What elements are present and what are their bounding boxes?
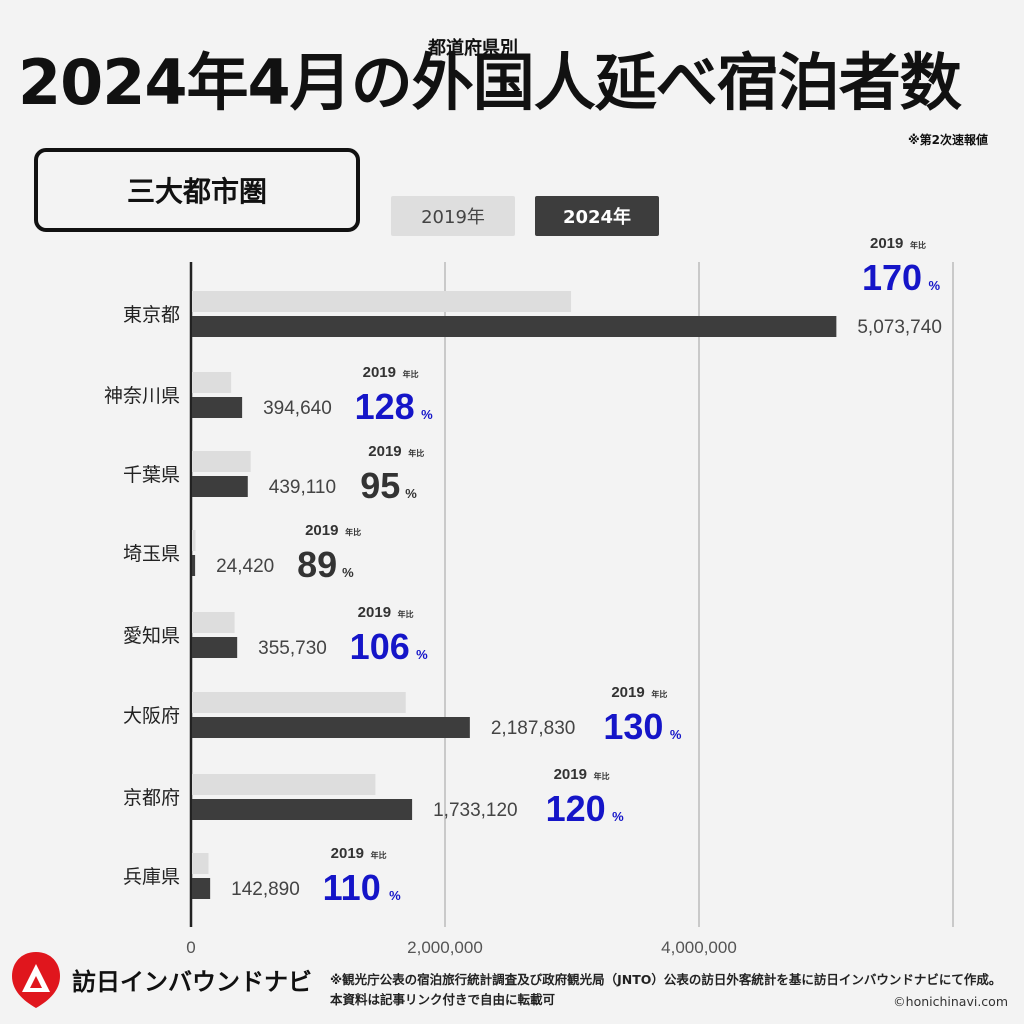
bar-2024: [192, 878, 211, 899]
category-label: 愛知県: [123, 625, 180, 647]
bar-2019: [192, 530, 196, 551]
ratio-suffix-label: 年比: [403, 369, 419, 379]
category-label: 京都府: [123, 787, 180, 809]
ratio-year-label: 2019: [358, 604, 391, 621]
ratio-year-label: 2019: [331, 845, 364, 862]
value-label: 355,730: [258, 638, 327, 659]
category-label: 神奈川県: [104, 385, 180, 407]
ratio-value: 89: [297, 544, 337, 585]
bar-2019: [192, 372, 232, 393]
category-label: 大阪府: [123, 705, 180, 727]
x-tick-label: 2,000,000: [407, 938, 483, 957]
bar-2019: [192, 451, 251, 472]
bar-2024: [192, 316, 837, 337]
ratio-percent-sign: %: [405, 486, 417, 501]
region-label: 三大都市圏: [34, 148, 360, 232]
ratio-suffix-label: 年比: [345, 527, 361, 537]
ratio-suffix-label: 年比: [398, 609, 414, 619]
data-note: ※第2次速報値: [907, 133, 988, 147]
bar-2019: [192, 692, 406, 713]
value-label: 1,733,120: [433, 800, 518, 821]
title-super-label: 都道府県別: [428, 38, 518, 59]
ratio-year-label: 2019: [368, 443, 401, 460]
page-title: 2024年4月の外国人延べ宿泊者数: [18, 46, 962, 119]
value-label: 394,640: [263, 398, 332, 419]
legend-2019: 2019年: [391, 196, 515, 236]
footer-note: ※観光庁公表の宿泊旅行統計調査及び政府観光局（JNTO）公表の訪日外客統計を基に…: [330, 972, 1002, 1007]
ratio-percent-sign: %: [389, 888, 401, 903]
ratio-percent-sign: %: [421, 407, 433, 422]
bar-2019: [192, 291, 572, 312]
x-tick-label: 4,000,000: [661, 938, 737, 957]
ratio-percent-sign: %: [416, 647, 428, 662]
ratio-value: 170: [862, 257, 922, 298]
category-label: 兵庫県: [123, 866, 180, 888]
ratio-suffix-label: 年比: [910, 240, 926, 250]
legend-2024: 2024年: [535, 196, 659, 236]
value-label: 24,420: [216, 556, 274, 577]
ratio-value: 120: [546, 788, 606, 829]
ratio-year-label: 2019: [554, 766, 587, 783]
ratio-suffix-label: 年比: [651, 689, 667, 699]
ratio-percent-sign: %: [929, 278, 941, 293]
ratio-percent-sign: %: [342, 565, 354, 580]
category-label: 埼玉県: [123, 543, 180, 565]
bar-2024: [192, 397, 243, 418]
bar-2024: [192, 555, 196, 576]
ratio-percent-sign: %: [612, 809, 624, 824]
bar-2024: [192, 799, 413, 820]
x-tick-label: 0: [186, 938, 195, 957]
ratio-year-label: 2019: [363, 364, 396, 381]
ratio-value: 130: [603, 706, 663, 747]
bar-2019: [192, 612, 235, 633]
value-label: 5,073,740: [857, 317, 942, 338]
bar-2019: [192, 774, 376, 795]
brand-logo-icon: [12, 952, 60, 1008]
ratio-suffix-label: 年比: [408, 448, 424, 458]
value-label: 2,187,830: [491, 718, 576, 739]
ratio-year-label: 2019: [870, 235, 903, 252]
ratio-value: 106: [350, 626, 410, 667]
category-label: 千葉県: [123, 464, 180, 486]
title-area: 都道府県別 2024年4月の外国人延べ宿泊者数: [18, 38, 1008, 128]
ratio-year-label: 2019: [305, 522, 338, 539]
bar-2019: [192, 853, 209, 874]
bar-2024: [192, 476, 248, 497]
ratio-value: 110: [323, 867, 381, 908]
bar-2024: [192, 637, 238, 658]
value-label: 142,890: [231, 879, 300, 900]
copyright: ©honichinavi.com: [893, 994, 1008, 1009]
ratio-suffix-label: 年比: [594, 771, 610, 781]
value-label: 439,110: [269, 477, 336, 498]
ratio-year-label: 2019: [611, 684, 644, 701]
ratio-value: 95: [360, 465, 400, 506]
ratio-value: 128: [355, 386, 415, 427]
ratio-percent-sign: %: [670, 727, 682, 742]
category-label: 東京都: [123, 304, 180, 326]
footer-brand: 訪日インバウンドナビ: [72, 968, 312, 996]
bar-2024: [192, 717, 470, 738]
ratio-suffix-label: 年比: [371, 850, 387, 860]
